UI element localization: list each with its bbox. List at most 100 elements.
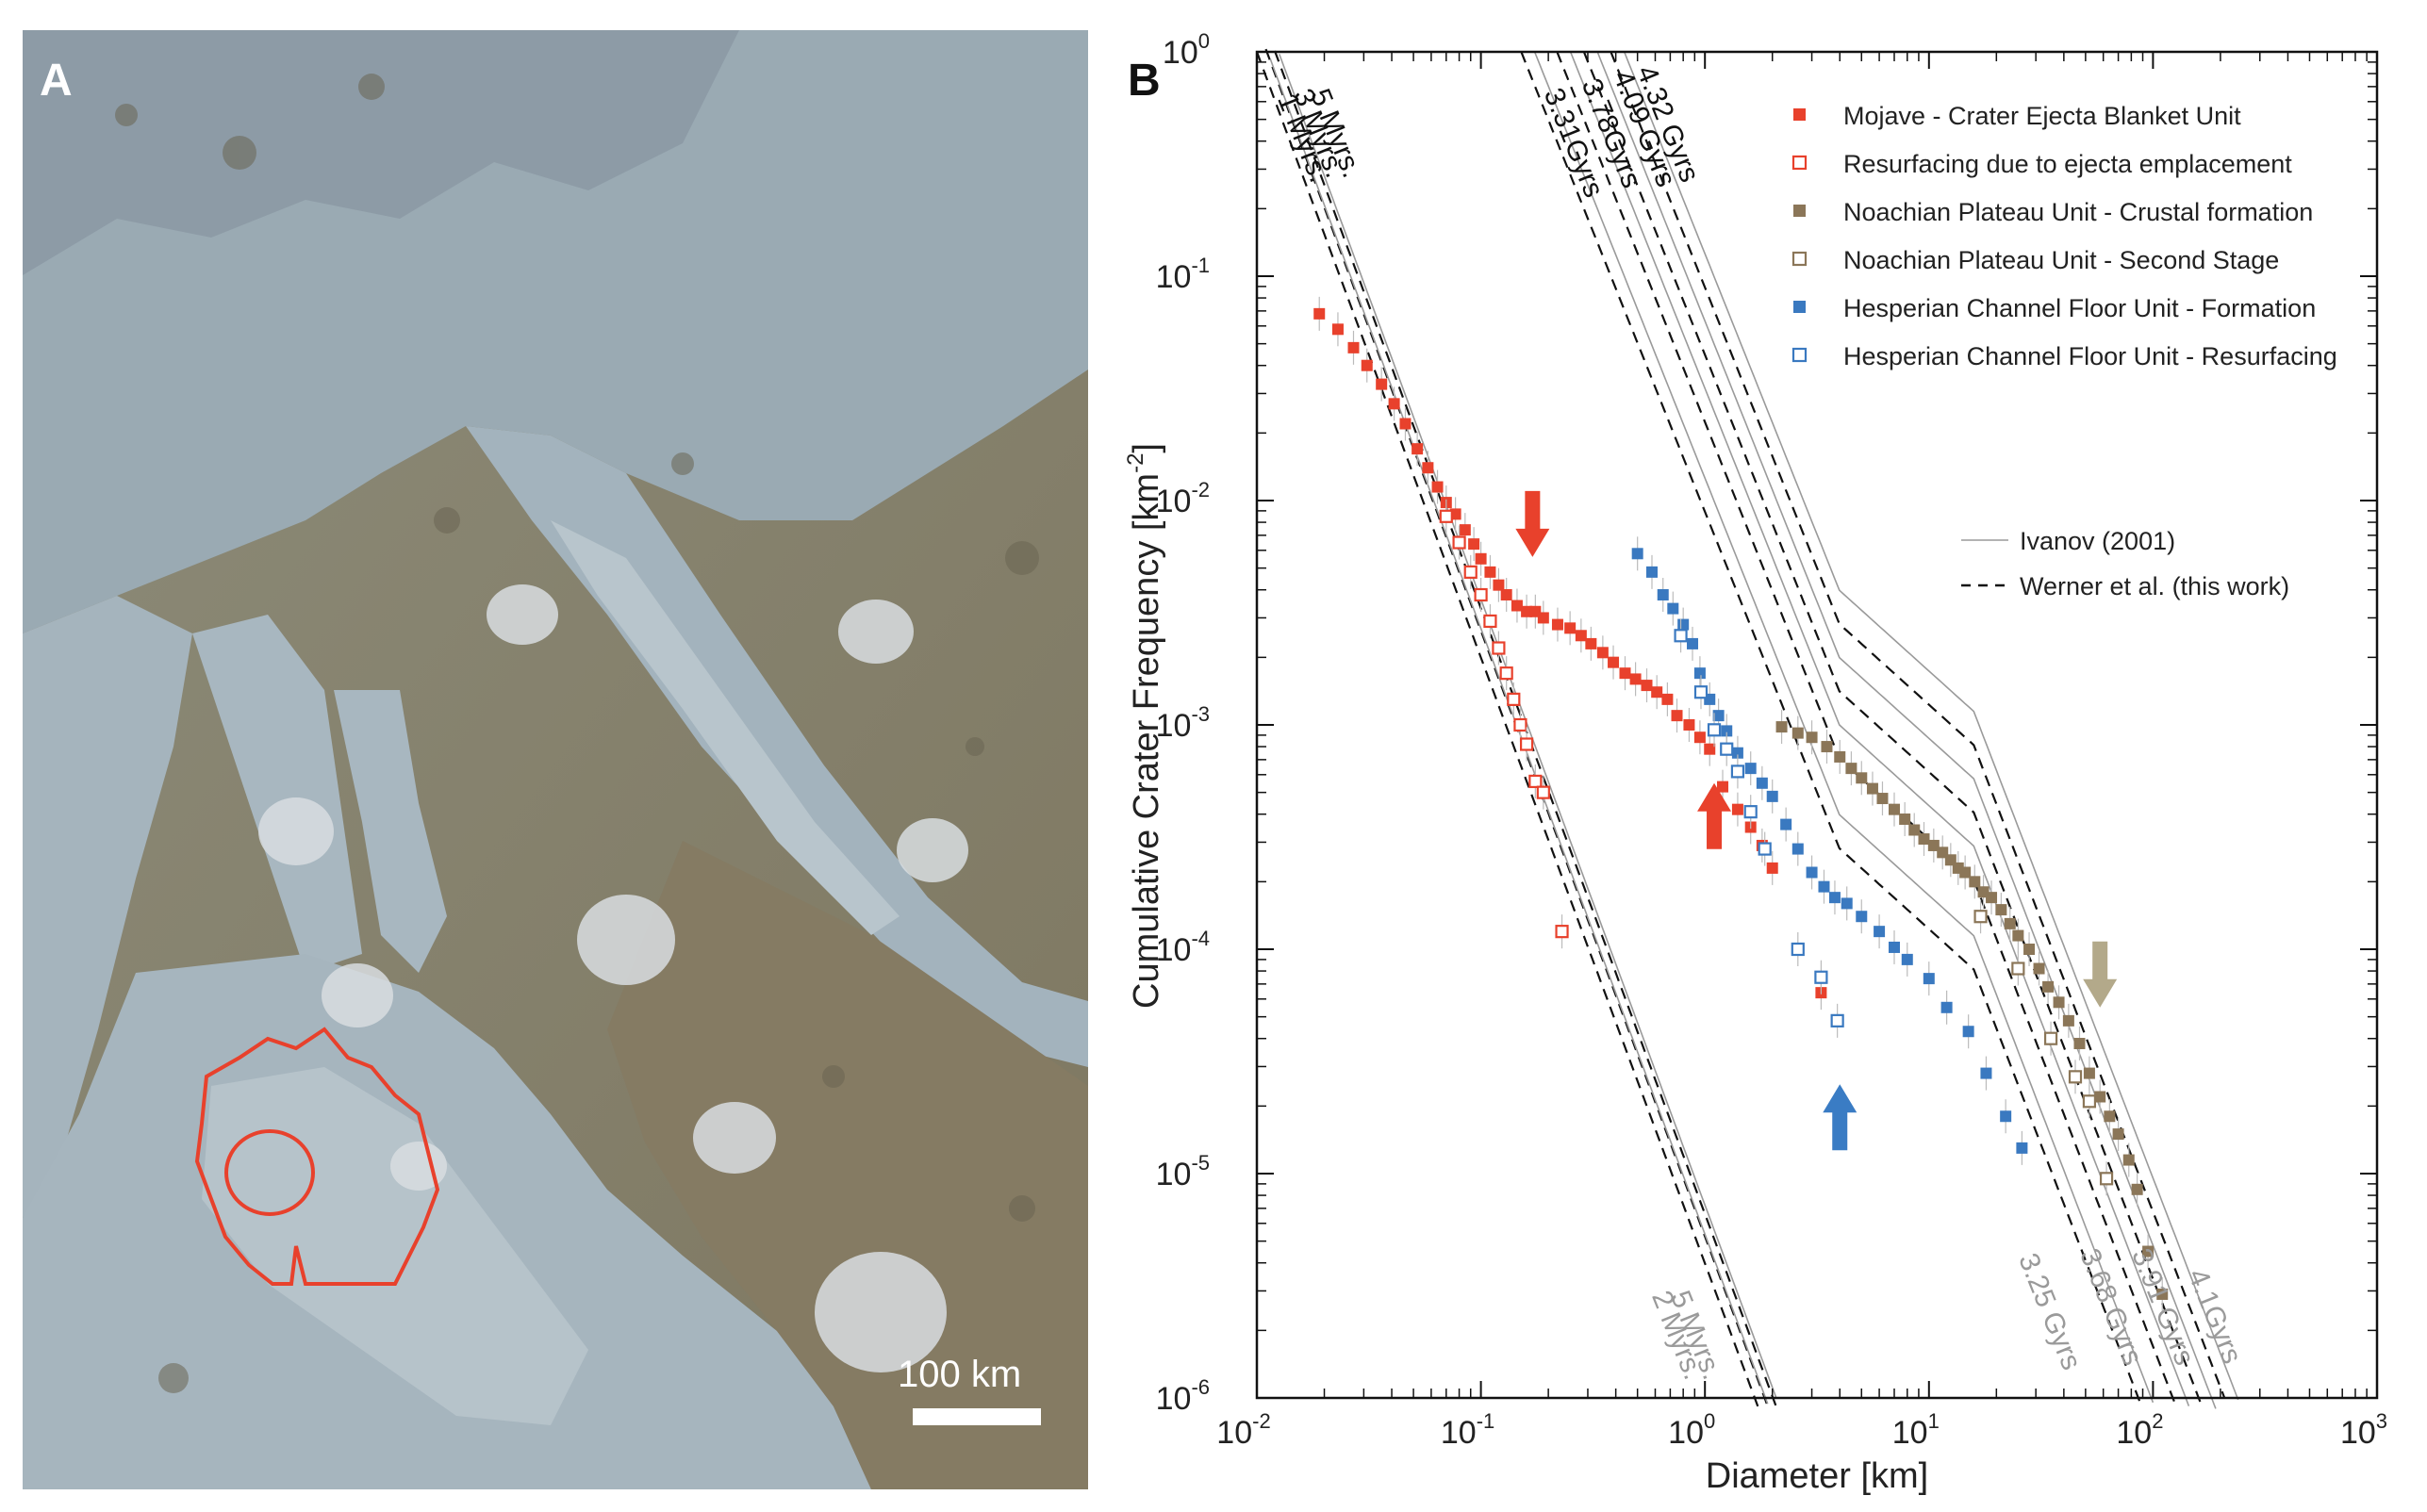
y-axis-label: Cumulative Crater Frequency [km-2] [1123,443,1166,1009]
data-point [2112,1128,2124,1141]
data-point [1918,833,1930,846]
data-point [1830,1013,1844,1027]
data-point [1399,418,1412,430]
data-point [1585,637,1597,649]
data-point [1439,509,1453,523]
data-point [1619,667,1631,680]
data-point [1551,618,1563,631]
data-point [1791,843,1804,855]
data-point [1452,535,1466,550]
data-point [1721,725,1733,737]
mars-surface-image [23,30,1088,1489]
x-tick-label: 10-2 [1216,1409,1270,1451]
data-point [2062,1014,2074,1027]
y-tick-exp: -3 [1191,702,1210,726]
data-point [2082,1094,2097,1109]
data-point [2156,1288,2169,1300]
data-point [1717,781,1729,793]
y-tick-base: 10 [1156,1157,1192,1192]
x-tick-label: 100 [1668,1409,1715,1451]
data-point [1693,667,1706,680]
data-point [2122,1154,2135,1166]
data-point [1693,685,1709,699]
data-point [1484,566,1496,578]
x-tick-exp: -2 [1252,1409,1271,1433]
data-point [1641,680,1653,692]
data-point [1693,731,1706,744]
data-point [1528,774,1543,789]
werner-isochron-old [1520,51,2141,1402]
x-axis-label: Diameter [km] [1706,1456,1928,1496]
x-tick-base: 10 [1441,1415,1477,1451]
data-point [1923,973,1935,985]
data-point [1687,637,1699,649]
y-tick-label: 10-6 [1156,1375,1210,1417]
terrain-picture [23,30,1088,1489]
isochron-label-bottom: 3.25 Gyrs [2012,1249,2087,1374]
data-point [1973,910,1988,924]
y-tick-label: 10-4 [1156,927,1210,968]
data-point [2068,1070,2083,1084]
data-point [1575,630,1587,642]
data-point [1704,743,1716,755]
data-point [1766,862,1778,874]
x-tick-label: 101 [1892,1409,1940,1451]
data-point [1775,721,1788,733]
data-point [1901,953,1913,965]
data-point [1313,307,1326,320]
legend-marker [1791,155,1808,171]
ivanov-isochron-old [1623,51,2239,1401]
legend-label: Mojave - Crater Ejecta Blanket Unit [1843,102,2241,130]
data-point [1376,378,1388,390]
age-arrow [1823,1084,1857,1151]
data-point [1720,742,1734,756]
data-point [1856,772,1868,784]
data-point [1806,731,1818,744]
x-tick-exp: 1 [1928,1409,1940,1433]
data-point [1564,622,1577,634]
data-point [1651,686,1663,698]
ivanov-isochron-old [1533,51,2155,1404]
model-legend-label: Werner et al. (this work) [2020,572,2289,600]
y-tick-exp: -4 [1191,927,1210,950]
data-point [1908,824,1921,836]
legend-label: Noachian Plateau Unit - Crustal formatio… [1843,198,2313,226]
data-point [1730,764,1745,779]
y-tick-label: 10-1 [1156,254,1210,295]
y-tick-base: 10 [1156,259,1192,295]
y-tick-exp: -5 [1191,1151,1210,1175]
data-point [1608,656,1620,668]
data-point [1499,666,1513,681]
x-tick-exp: 2 [2152,1409,2163,1433]
y-tick-exp: -2 [1191,478,1210,501]
data-point [1507,692,1521,706]
data-point [1980,1067,1992,1079]
panel-letter-b: B [1128,56,1161,106]
data-point [1744,763,1757,775]
x-tick-label: 103 [2340,1409,2387,1451]
data-point [1412,443,1424,455]
data-point [1555,925,1569,939]
data-point [1519,737,1534,751]
x-tick-label: 102 [2116,1409,2163,1451]
data-point [2099,1172,2114,1186]
data-point [1631,548,1643,560]
y-axis-label-main: Cumulative Crater Frequency [km [1127,473,1166,1009]
data-point [1677,618,1690,631]
data-point [1674,629,1688,643]
data-point [1475,552,1487,565]
data-point [1806,866,1818,879]
data-point [1986,892,1998,904]
data-point [2083,1067,2095,1079]
werner-isochron-young [1255,51,1760,1409]
data-point [1758,842,1772,856]
data-point [1818,880,1830,893]
legend-marker [1793,301,1806,313]
age-arrow [1697,782,1732,849]
data-point [1888,941,1900,953]
data-point [1596,647,1609,659]
data-point [1866,782,1878,795]
data-point [2142,1245,2155,1257]
legend-label: Hesperian Channel Floor Unit - Resurfaci… [1843,342,2337,370]
